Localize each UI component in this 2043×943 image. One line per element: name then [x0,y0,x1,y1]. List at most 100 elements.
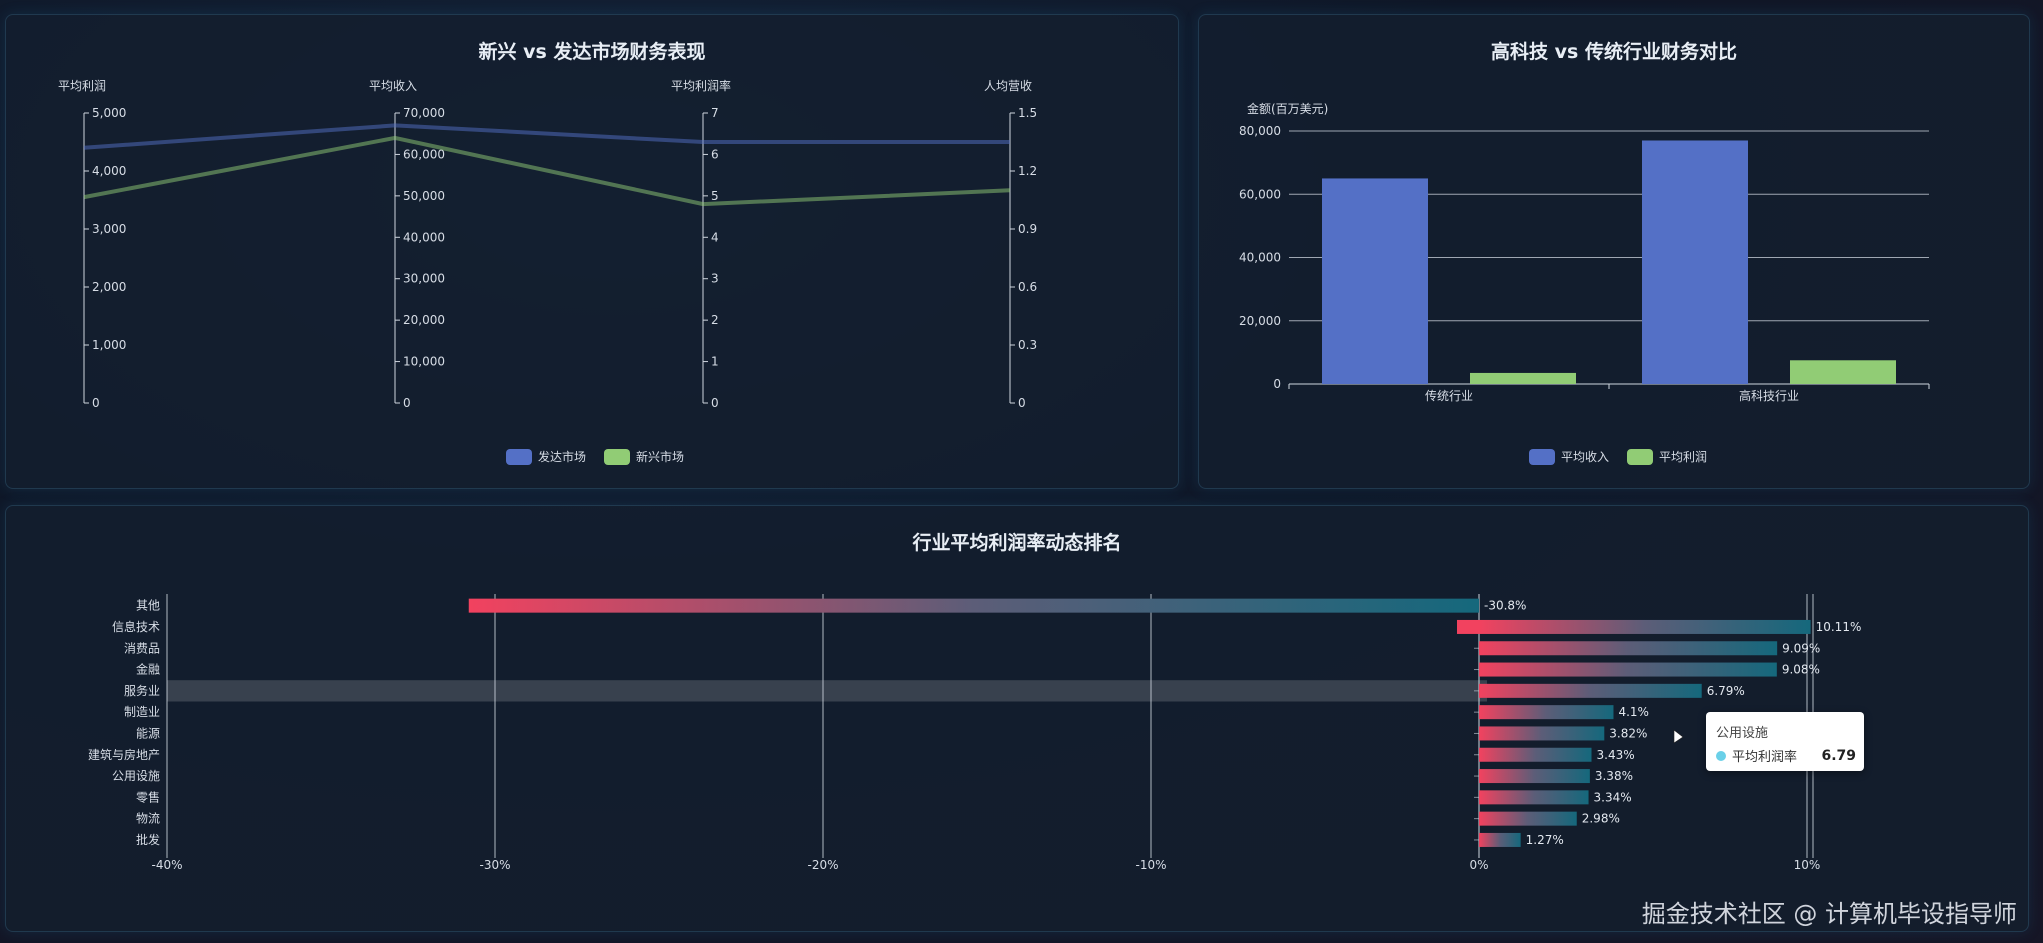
y-tick-label-7: 建筑与房地产 [88,747,160,762]
x-tick-label-4: 0% [1469,858,1488,872]
tooltip-title: 公用设施 [1716,726,1769,741]
axis-tick-label-1-5: 50,000 [403,189,445,203]
y-tick-label-4: 80,000 [1239,124,1281,138]
axis-tick-label-1-7: 70,000 [403,106,445,120]
axis-tick-label-2-6: 6 [711,147,719,161]
y-tick-label-1: 信息技术 [112,619,160,634]
rank-bar-label-1: 10.11% [1816,620,1862,634]
axis-tick-label-0-5: 5,000 [92,106,126,120]
legend-item-developed[interactable]: 发达市场 [506,448,586,465]
tooltip-dot-icon [1716,750,1726,761]
y-tick-label-2: 消费品 [124,641,160,655]
rank-bar-label-8: 3.38% [1595,769,1633,783]
axis-tick-label-2-5: 5 [711,189,719,203]
rank-bar-label-0: -30.8% [1484,599,1526,613]
legend-label-revenue: 平均收入 [1561,450,1610,464]
legend-item-revenue[interactable]: 平均收入 [1529,448,1609,465]
rank-bar-label-4: 6.79% [1707,684,1745,698]
parallel-legend: 发达市场 新兴市场 [506,448,684,465]
legend-label-profit: 平均利润 [1659,450,1708,464]
y-tick-label-9: 零售 [136,789,160,804]
axis-name-0: 平均利润 [58,79,106,93]
bar-0-1 [1642,140,1748,384]
rank-bar-5 [1479,705,1614,720]
y-tick-label-2: 40,000 [1239,251,1281,265]
rank-bar-label-5: 4.1% [1618,705,1649,719]
axis-tick-label-2-1: 1 [711,355,719,369]
axis-name-2: 平均利润率 [671,78,731,93]
ranking-chart-title: 行业平均利润率动态排名 [912,532,1122,554]
axis-tick-label-2-7: 7 [711,106,719,120]
x-tick-label-2: -20% [807,858,838,872]
axis-tick-label-1-1: 10,000 [403,355,445,369]
tooltip-series-name: 平均利润率 [1732,750,1798,765]
bar-chart-title: 高科技 vs 传统行业财务对比 [1491,41,1737,63]
legend-item-profit[interactable]: 平均利润 [1627,448,1707,465]
legend-swatch-revenue [1529,448,1555,465]
legend-label-emerging: 新兴市场 [636,450,685,464]
tooltip-row: 平均利润率 6.79 [1716,746,1856,765]
axis-tick-label-1-6: 60,000 [403,147,445,161]
mouse-cursor-icon [1673,729,1684,744]
rank-bar-10 [1479,811,1577,826]
chart-tooltip: 公用设施 平均利润率 6.79 [1706,712,1864,771]
axis-tick-label-1-2: 20,000 [403,313,445,327]
y-tick-label-1: 20,000 [1239,314,1281,328]
rank-bar-11 [1479,832,1521,847]
parallel-chart-panel: 新兴 vs 发达市场财务表现 平均利润 0 1,000 2,000 3,000 4,000… [5,14,1179,489]
axis-tick-label-0-3: 3,000 [92,222,126,236]
series-line-1 [83,135,1011,207]
tooltip-value: 6.79 [1821,747,1856,764]
legend-item-emerging[interactable]: 新兴市场 [604,448,684,465]
axis-name-1: 平均收入 [369,79,417,93]
axis-tick-label-3-4: 1.2 [1018,164,1037,178]
y-tick-label-0: 其他 [136,599,160,613]
axis-tick-label-3-3: 0.9 [1018,222,1037,236]
rank-bar-3 [1479,662,1777,677]
rank-bar-label-7: 3.43% [1597,748,1635,762]
legend-swatch-profit [1627,448,1654,465]
axis-tick-label-3-0: 0 [1018,396,1026,410]
legend-swatch-developed [506,448,532,465]
bar-chart-panel: 高科技 vs 传统行业财务对比 金额(百万美元) 0 20,000 40,000 60,… [1198,14,2030,489]
y-tick-label-10: 物流 [136,812,160,826]
bar-1-0 [1470,372,1576,384]
axis-tick-label-2-4: 4 [711,230,719,244]
y-axis-label: 金额(百万美元) [1247,101,1328,116]
y-tick-label-0: 0 [1273,377,1281,391]
rank-bar-label-10: 2.98% [1582,812,1620,826]
axis-tick-label-0-0: 0 [92,396,100,410]
x-tick-label-0: 传统行业 [1425,388,1473,403]
ranking-chart[interactable]: -40% -30% -20% -10% 0% 10% 其他 -30.8% 信息技术 10.11% 消… [6,506,2028,931]
axis-tick-label-1-0: 0 [403,396,411,410]
parallel-chart[interactable]: 平均利润 0 1,000 2,000 3,000 4,000 5,000 平均收入 0 10,00… [6,15,1178,488]
rank-bar-2 [1479,641,1778,656]
axis-tick-label-0-2: 2,000 [92,280,126,294]
axis-name-3: 人均营收 [984,79,1032,93]
watermark: 掘金技术社区 @ 计算机毕设指导师 [1641,900,2017,928]
rank-bar-0 [468,598,1479,613]
ranking-chart-panel: 行业平均利润率动态排名 -40% -30% -20% -10% 0% 10% 其他 -30.8… [5,505,2029,932]
series-line-0 [83,123,1010,150]
bar-0-0 [1322,178,1428,384]
rank-bar-7 [1479,747,1592,762]
rank-bar-1 [1479,619,1811,634]
rank-bar-marker-1 [1457,619,1479,634]
bar-1-1 [1790,360,1896,384]
rank-bar-9 [1479,790,1589,805]
x-tick-label-1: -30% [479,858,510,872]
x-tick-label-5: 10% [1794,858,1821,872]
axis-tick-label-0-4: 4,000 [92,164,126,178]
y-tick-label-3: 60,000 [1239,187,1281,201]
bar-legend: 平均收入 平均利润 [1529,448,1707,465]
y-tick-label-5: 制造业 [124,705,160,719]
axis-tick-label-3-2: 0.6 [1018,280,1037,294]
axis-tick-label-2-0: 0 [711,396,719,410]
legend-swatch-emerging [604,448,631,465]
y-tick-label-3: 金融 [136,662,160,677]
y-tick-label-4: 服务业 [124,683,160,698]
axis-tick-label-3-1: 0.3 [1018,338,1037,352]
parallel-chart-title: 新兴 vs 发达市场财务表现 [478,41,706,63]
axis-tick-label-1-3: 30,000 [403,272,445,286]
